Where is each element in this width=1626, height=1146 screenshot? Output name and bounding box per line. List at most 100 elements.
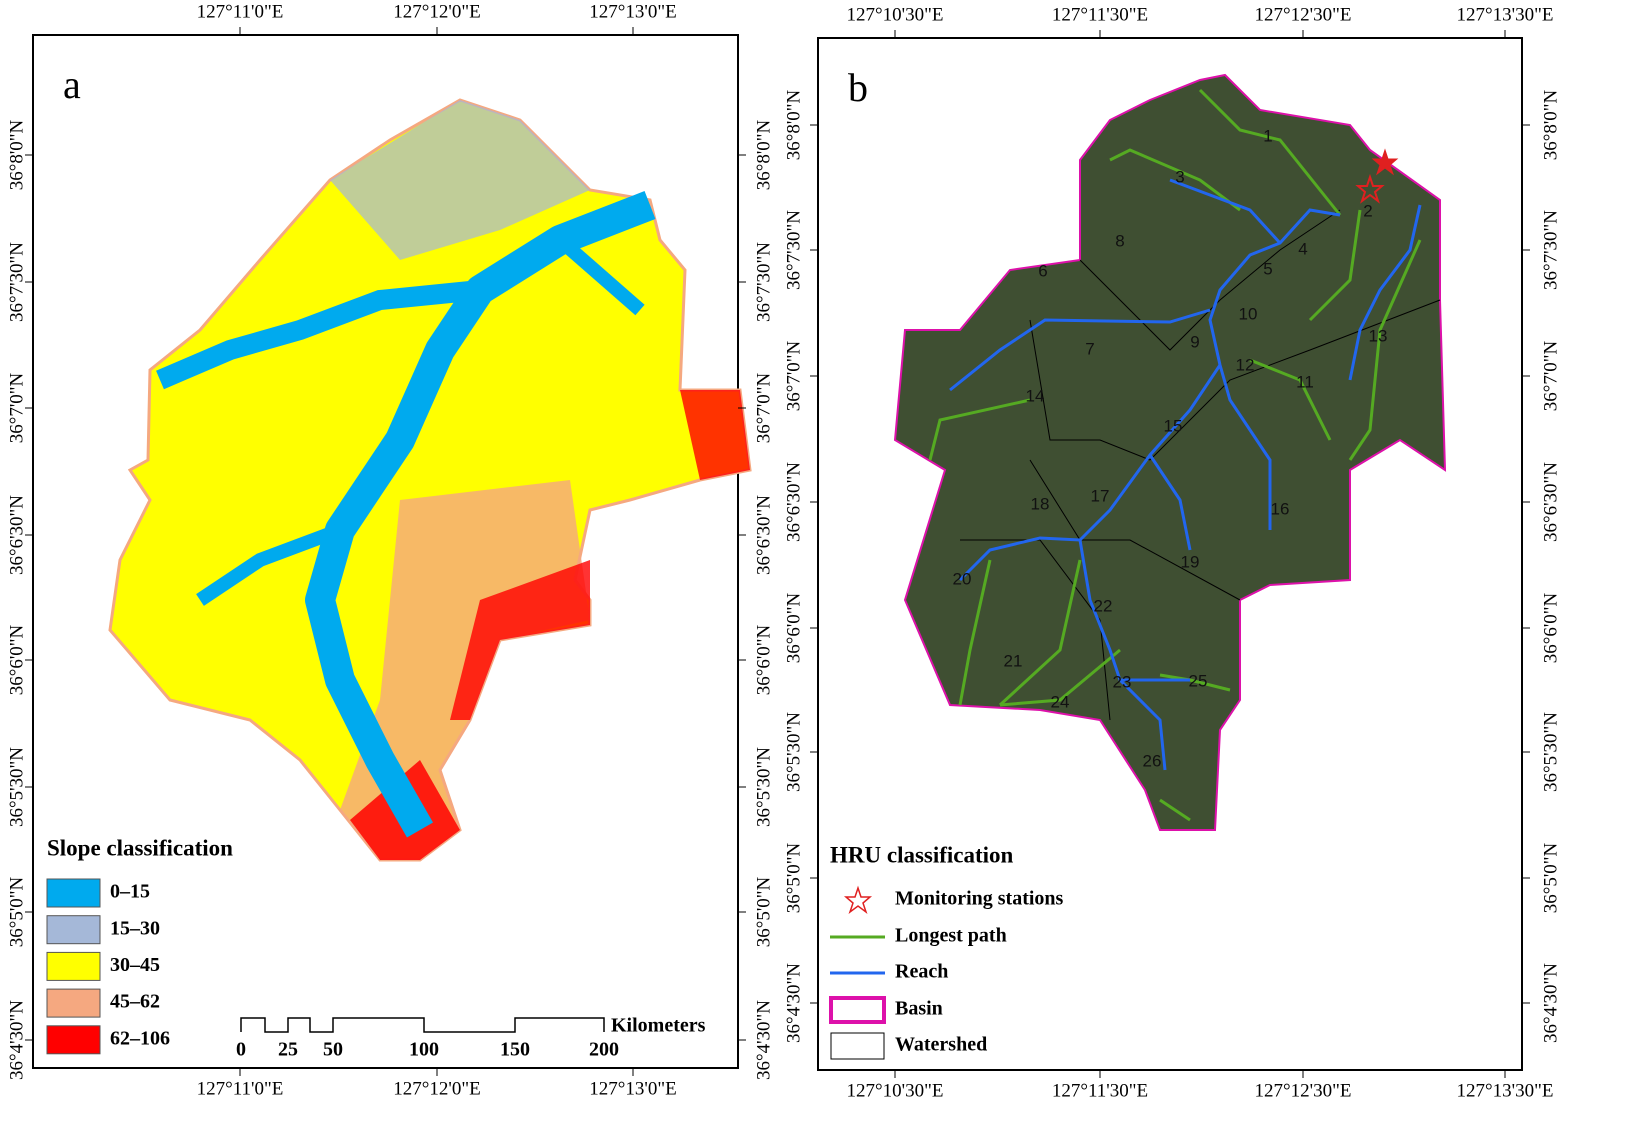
subbasin-number: 18 bbox=[1031, 494, 1050, 513]
legend-swatch bbox=[46, 1025, 101, 1055]
legend-label: 30–45 bbox=[110, 954, 160, 976]
top-tick-label: 127°13'0"E bbox=[589, 1, 676, 22]
legend-label: Reach bbox=[895, 961, 948, 983]
legend-label: 45–62 bbox=[110, 991, 160, 1013]
legend-label: Monitoring stations bbox=[895, 888, 1064, 910]
subbasin-number: 20 bbox=[953, 569, 972, 588]
legend-symbol bbox=[829, 996, 886, 1024]
right-tick-label: 36°7'0"N bbox=[1540, 340, 1561, 411]
left-tick-label: 36°4'30"N bbox=[6, 1000, 27, 1080]
bottom-tick-label: 127°13'30"E bbox=[1457, 1080, 1554, 1101]
legend-title: Slope classification bbox=[47, 835, 233, 860]
subbasin-number: 2 bbox=[1363, 201, 1372, 220]
legend-symbol bbox=[830, 1032, 885, 1060]
subbasin-number: 1 bbox=[1263, 126, 1272, 145]
left-tick-label: 36°7'30"N bbox=[783, 210, 804, 290]
legend-label: 15–30 bbox=[110, 917, 160, 939]
legend-label: 62–106 bbox=[110, 1027, 170, 1049]
scale-label: 0 bbox=[236, 1039, 246, 1061]
subbasin-number: 10 bbox=[1239, 304, 1258, 323]
left-tick-label: 36°7'0"N bbox=[6, 372, 27, 443]
right-tick-label: 36°6'0"N bbox=[1540, 592, 1561, 663]
left-tick-label: 36°8'0"N bbox=[6, 119, 27, 190]
scale-label: 50 bbox=[323, 1039, 343, 1061]
subbasin-number: 19 bbox=[1181, 552, 1200, 571]
subbasin-number: 11 bbox=[1296, 372, 1314, 391]
top-tick-label: 127°10'30"E bbox=[847, 4, 944, 25]
left-tick-label: 36°7'0"N bbox=[783, 340, 804, 411]
subbasin-number: 5 bbox=[1263, 259, 1272, 278]
subbasin-number: 26 bbox=[1143, 751, 1162, 770]
panel-label: b bbox=[848, 65, 868, 110]
subbasin-number: 9 bbox=[1190, 332, 1199, 351]
right-tick-label: 36°8'0"N bbox=[1540, 89, 1561, 160]
left-tick-label: 36°7'30"N bbox=[6, 242, 27, 322]
subbasin-number: 16 bbox=[1271, 499, 1290, 518]
subbasin-number: 21 bbox=[1004, 651, 1023, 670]
subbasin-number: 12 bbox=[1236, 355, 1255, 374]
scale-label: 150 bbox=[500, 1039, 530, 1061]
bottom-tick-label: 127°10'30"E bbox=[847, 1080, 944, 1101]
panel-b-frame bbox=[817, 37, 1523, 1071]
legend-symbol bbox=[843, 885, 873, 915]
bottom-tick-label: 127°11'30"E bbox=[1052, 1080, 1148, 1101]
left-tick-label: 36°6'30"N bbox=[6, 495, 27, 575]
right-tick-label: 36°7'30"N bbox=[753, 242, 774, 322]
left-tick-label: 36°8'0"N bbox=[783, 89, 804, 160]
left-tick-label: 36°5'30"N bbox=[783, 712, 804, 792]
left-tick-label: 36°5'0"N bbox=[6, 876, 27, 947]
panel-a-frame bbox=[32, 34, 739, 1069]
scale-label: 25 bbox=[278, 1039, 298, 1061]
left-tick-label: 36°6'0"N bbox=[6, 624, 27, 695]
right-tick-label: 36°5'30"N bbox=[1540, 712, 1561, 792]
subbasin-number: 23 bbox=[1113, 672, 1132, 691]
scale-bar bbox=[240, 1017, 605, 1033]
subbasin-number: 15 bbox=[1164, 416, 1183, 435]
right-tick-label: 36°6'30"N bbox=[753, 495, 774, 575]
bottom-tick-label: 127°13'0"E bbox=[589, 1078, 676, 1099]
subbasin-number: 24 bbox=[1051, 692, 1070, 711]
right-tick-label: 36°6'30"N bbox=[1540, 462, 1561, 542]
top-tick-label: 127°13'30"E bbox=[1457, 4, 1554, 25]
right-tick-label: 36°7'0"N bbox=[753, 372, 774, 443]
right-tick-label: 36°8'0"N bbox=[753, 119, 774, 190]
subbasin-number: 13 bbox=[1369, 326, 1388, 345]
bottom-tick-label: 127°11'0"E bbox=[197, 1078, 284, 1099]
right-tick-label: 36°5'0"N bbox=[753, 876, 774, 947]
subbasin-number: 7 bbox=[1085, 339, 1094, 358]
scale-label: 100 bbox=[409, 1039, 439, 1061]
subbasin-number: 25 bbox=[1189, 671, 1208, 690]
hru-map bbox=[893, 73, 1447, 831]
bottom-tick-label: 127°12'30"E bbox=[1255, 1080, 1352, 1101]
left-tick-label: 36°5'30"N bbox=[6, 747, 27, 827]
slope-map bbox=[108, 98, 752, 862]
subbasin-number: 17 bbox=[1091, 486, 1110, 505]
right-tick-label: 36°4'30"N bbox=[1540, 963, 1561, 1043]
legend-label: Longest path bbox=[895, 925, 1007, 947]
right-tick-label: 36°6'0"N bbox=[753, 624, 774, 695]
right-tick-label: 36°7'30"N bbox=[1540, 210, 1561, 290]
subbasin-number: 6 bbox=[1038, 261, 1047, 280]
legend-swatch bbox=[46, 915, 101, 945]
legend-label: 0–15 bbox=[110, 881, 150, 903]
top-tick-label: 127°12'0"E bbox=[393, 1, 480, 22]
scale-label: 200 bbox=[589, 1039, 619, 1061]
panel-label: a bbox=[63, 62, 81, 107]
subbasin-number: 22 bbox=[1094, 596, 1113, 615]
left-tick-label: 36°5'0"N bbox=[783, 842, 804, 913]
legend-label: Basin bbox=[895, 998, 943, 1020]
legend-swatch bbox=[46, 988, 101, 1018]
top-tick-label: 127°11'0"E bbox=[197, 1, 284, 22]
legend-title: HRU classification bbox=[830, 842, 1014, 867]
subbasin-number: 4 bbox=[1298, 239, 1307, 258]
right-tick-label: 36°5'0"N bbox=[1540, 842, 1561, 913]
right-tick-label: 36°5'30"N bbox=[753, 747, 774, 827]
top-tick-label: 127°12'30"E bbox=[1255, 4, 1352, 25]
legend-swatch bbox=[46, 951, 101, 981]
legend-label: Watershed bbox=[895, 1034, 987, 1056]
left-tick-label: 36°6'0"N bbox=[783, 592, 804, 663]
bottom-tick-label: 127°12'0"E bbox=[393, 1078, 480, 1099]
left-tick-label: 36°4'30"N bbox=[783, 963, 804, 1043]
subbasin-number: 14 bbox=[1026, 386, 1045, 405]
